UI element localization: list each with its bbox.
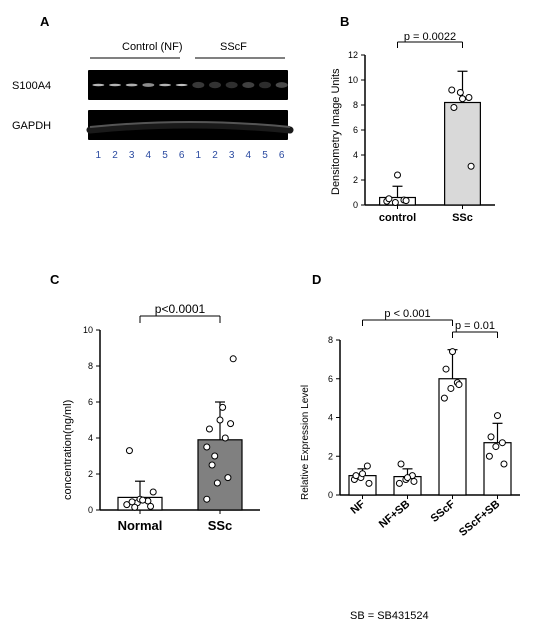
svg-text:10: 10 — [83, 325, 93, 335]
panel-a-blot: Control (NF) SScF 123456123456 — [60, 30, 300, 205]
svg-text:6: 6 — [88, 397, 93, 407]
panel-c-ylabel: concentration(ng/ml) — [62, 400, 74, 500]
svg-text:8: 8 — [353, 100, 358, 110]
svg-text:6: 6 — [279, 150, 285, 161]
svg-text:2: 2 — [353, 175, 358, 185]
svg-text:SScF: SScF — [429, 498, 458, 525]
svg-text:p<0.0001: p<0.0001 — [155, 302, 206, 316]
svg-text:6: 6 — [353, 125, 358, 135]
svg-text:8: 8 — [88, 361, 93, 371]
panel-b-ylabel: Densitometry Image Units — [330, 68, 342, 195]
svg-text:12: 12 — [348, 50, 358, 60]
svg-text:4: 4 — [88, 433, 93, 443]
panel-a-label: A — [40, 14, 49, 29]
svg-text:p = 0.0022: p = 0.0022 — [404, 31, 456, 43]
panel-b-container: 0 2 4 6 8 10 12 control SSc p = 0.0022 — [330, 30, 530, 245]
svg-text:control: control — [379, 212, 416, 224]
svg-text:1: 1 — [96, 150, 102, 161]
gapdh-row-label: GAPDH — [12, 120, 51, 132]
lane-numbers: 123456123456 — [96, 150, 285, 161]
group-sscf-label: SScF — [220, 41, 247, 53]
svg-text:3: 3 — [129, 150, 135, 161]
panel-d-ylabel: Relative Expression Level — [300, 385, 311, 500]
svg-text:3: 3 — [229, 150, 235, 161]
svg-text:Normal: Normal — [118, 518, 163, 533]
svg-text:SSc: SSc — [208, 518, 233, 533]
svg-text:6: 6 — [179, 150, 185, 161]
svg-text:2: 2 — [212, 150, 218, 161]
panel-c-container: 0 2 4 6 8 10 Normal SSc p<0.0001 — [60, 300, 290, 555]
svg-text:5: 5 — [162, 150, 168, 161]
panel-d-chart: 0 2 4 6 8 NF NF+SB SScFSScF+SB p < 0.001 p = 0.01 — [300, 300, 540, 570]
svg-text:2: 2 — [88, 469, 93, 479]
panel-d-container: 0 2 4 6 8 NF NF+SB SScFSScF+SB p < 0.001 p = 0.01 — [300, 300, 540, 575]
svg-text:NF: NF — [348, 498, 367, 517]
panel-c-label: C — [50, 272, 59, 287]
svg-text:4: 4 — [353, 150, 358, 160]
svg-text:0: 0 — [328, 490, 333, 500]
panel-b-chart: 0 2 4 6 8 10 12 control SSc p = 0.0022 — [330, 30, 530, 240]
svg-text:8: 8 — [328, 335, 333, 345]
panel-a-container: Control (NF) SScF 123456123456 — [60, 30, 300, 210]
panel-b-label: B — [340, 14, 349, 29]
panel-c-chart: 0 2 4 6 8 10 Normal SSc p<0.0001 — [60, 300, 290, 550]
footnote: SB = SB431524 — [350, 610, 429, 622]
group-control-label: Control (NF) — [122, 41, 183, 53]
svg-text:NF+SB: NF+SB — [377, 498, 413, 531]
svg-text:4: 4 — [328, 413, 333, 423]
svg-text:4: 4 — [146, 150, 152, 161]
s100a4-row-label: S100A4 — [12, 80, 51, 92]
svg-text:p < 0.001: p < 0.001 — [384, 308, 430, 320]
svg-text:6: 6 — [328, 374, 333, 384]
svg-text:SScF+SB: SScF+SB — [457, 498, 502, 539]
svg-text:1: 1 — [196, 150, 202, 161]
panel-d-label: D — [312, 272, 321, 287]
svg-text:0: 0 — [353, 200, 358, 210]
svg-text:0: 0 — [88, 505, 93, 515]
svg-text:p = 0.01: p = 0.01 — [455, 320, 495, 332]
svg-text:2: 2 — [328, 451, 333, 461]
svg-text:5: 5 — [262, 150, 268, 161]
svg-text:4: 4 — [246, 150, 252, 161]
svg-text:2: 2 — [112, 150, 118, 161]
svg-text:10: 10 — [348, 75, 358, 85]
svg-text:SSc: SSc — [452, 212, 473, 224]
